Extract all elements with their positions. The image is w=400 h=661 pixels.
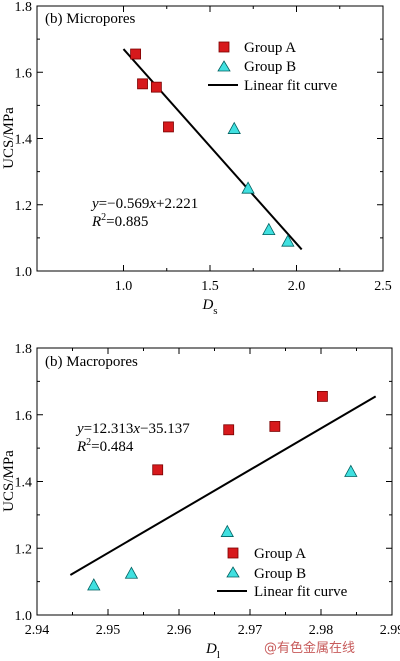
r-value: =0.484 (91, 439, 134, 455)
x-axis-label: Ds (201, 297, 217, 317)
fit-equation: y=12.313x−35.137 (75, 421, 190, 437)
y-axis-label: UCS/MPa (1, 450, 17, 512)
x-tick-label: 1.0 (115, 279, 133, 294)
linear-fit-line (69, 395, 377, 576)
legend-marker-group-a (227, 547, 239, 559)
eq-y: y (90, 196, 99, 212)
r-sup: 2 (86, 437, 91, 448)
group-a-point (150, 81, 162, 93)
x-tick-label: 2.0 (288, 279, 306, 294)
y-tick-label: 1.4 (15, 133, 33, 148)
eq-y: y (75, 421, 84, 437)
group-b-point (344, 464, 358, 477)
group-a-point (137, 78, 148, 90)
r-squared: R2=0.885 (91, 212, 148, 230)
r-sup: 2 (101, 212, 106, 223)
eq-x: x (132, 421, 140, 437)
micropores-panel: (b) Micropores 1.0 1.5 2.0 2.51.01.21.41.61… (1, 0, 392, 317)
y-tick-label: 1.6 (15, 66, 33, 81)
y-tick-label: 1.0 (15, 265, 33, 280)
y-tick-label: 1.8 (15, 342, 33, 357)
x-axis-label-sub: s (213, 305, 217, 317)
x-tick-label: 2.96 (167, 623, 192, 638)
legend: Group A Group B Linear fit curve (208, 40, 338, 94)
y-tick-label: 1.8 (15, 0, 33, 15)
group-b-point (87, 578, 101, 591)
data-points (130, 48, 295, 247)
eq-slope: =−0.569 (99, 196, 150, 212)
group-b-point (124, 566, 139, 579)
group-b-point (220, 524, 234, 537)
eq-x: x (148, 196, 156, 212)
legend-label-group-a: Group A (244, 40, 296, 56)
data-points (87, 390, 358, 591)
fit-equation: y=−0.569x+2.221 (90, 196, 198, 212)
group-b-point (227, 121, 241, 134)
y-axis-label: UCS/MPa (1, 107, 17, 169)
plot-frame (36, 347, 393, 616)
group-b-point (241, 181, 255, 194)
x-tick-label: 2.95 (96, 623, 121, 638)
legend-label-fit: Linear fit curve (244, 78, 338, 94)
legend-label-group-a: Group A (254, 546, 306, 562)
x-tick-label: 2.98 (309, 623, 334, 638)
x-axis-label-main: D (205, 641, 217, 657)
tick-labels: 1.0 1.5 2.0 2.5 1.0 1.2 1.4 1.6 1.8 (15, 0, 392, 294)
group-a-point (152, 464, 164, 476)
tick-labels: 2.94 2.95 2.96 2.97 2.98 2.99 1.0 1.2 1.4 1.6 1.8 (15, 342, 400, 638)
group-a-point (269, 421, 281, 432)
legend-label-fit: Linear fit curve (254, 584, 348, 600)
macropores-panel: (b) Macropores 2.94 2.95 2.96 2.97 2.98 2.99 1… (1, 342, 400, 661)
r-label: R (76, 439, 86, 455)
plot-frame (36, 5, 384, 272)
x-axis-label: Dl (205, 641, 220, 661)
x-tick-label: 2.94 (25, 623, 50, 638)
eq-const: −35.137 (140, 421, 190, 437)
x-tick-label: 2.99 (380, 623, 400, 638)
y-tick-label: 1.6 (15, 409, 33, 424)
group-a-point (223, 424, 235, 436)
legend-marker-group-b (217, 60, 231, 72)
x-tick-label: 2.97 (238, 623, 263, 638)
legend-marker-group-a (218, 41, 230, 53)
legend: Group A Group B Linear fit curve (217, 546, 348, 600)
x-axis-label-main: D (201, 297, 213, 313)
x-tick-label: 1.5 (201, 279, 219, 294)
legend-marker-group-b (226, 566, 240, 578)
group-b-point (281, 234, 295, 247)
y-tick-label: 1.2 (15, 542, 33, 557)
x-axis-label-sub: l (217, 649, 220, 661)
group-a-point (163, 121, 174, 133)
watermark: @有色金属在线 (264, 640, 355, 656)
y-tick-label: 1.2 (15, 199, 33, 214)
legend-label-group-b: Group B (244, 59, 296, 75)
x-tick-label: 2.5 (374, 279, 392, 294)
group-a-point (317, 390, 328, 402)
r-value: =0.885 (106, 214, 148, 230)
r-squared: R2=0.484 (76, 437, 134, 455)
y-tick-label: 1.4 (15, 476, 33, 491)
eq-slope: =12.313 (84, 421, 134, 437)
panel-label: (b) Macropores (45, 354, 138, 370)
tick-marks (36, 347, 393, 616)
y-tick-label: 1.0 (15, 609, 33, 624)
group-b-point (262, 222, 276, 235)
group-a-point (130, 48, 142, 60)
legend-label-group-b: Group B (254, 566, 306, 582)
tick-marks (37, 5, 384, 272)
eq-const: +2.221 (156, 196, 198, 212)
r-label: R (91, 214, 101, 230)
panel-label: (b) Micropores (45, 11, 136, 27)
